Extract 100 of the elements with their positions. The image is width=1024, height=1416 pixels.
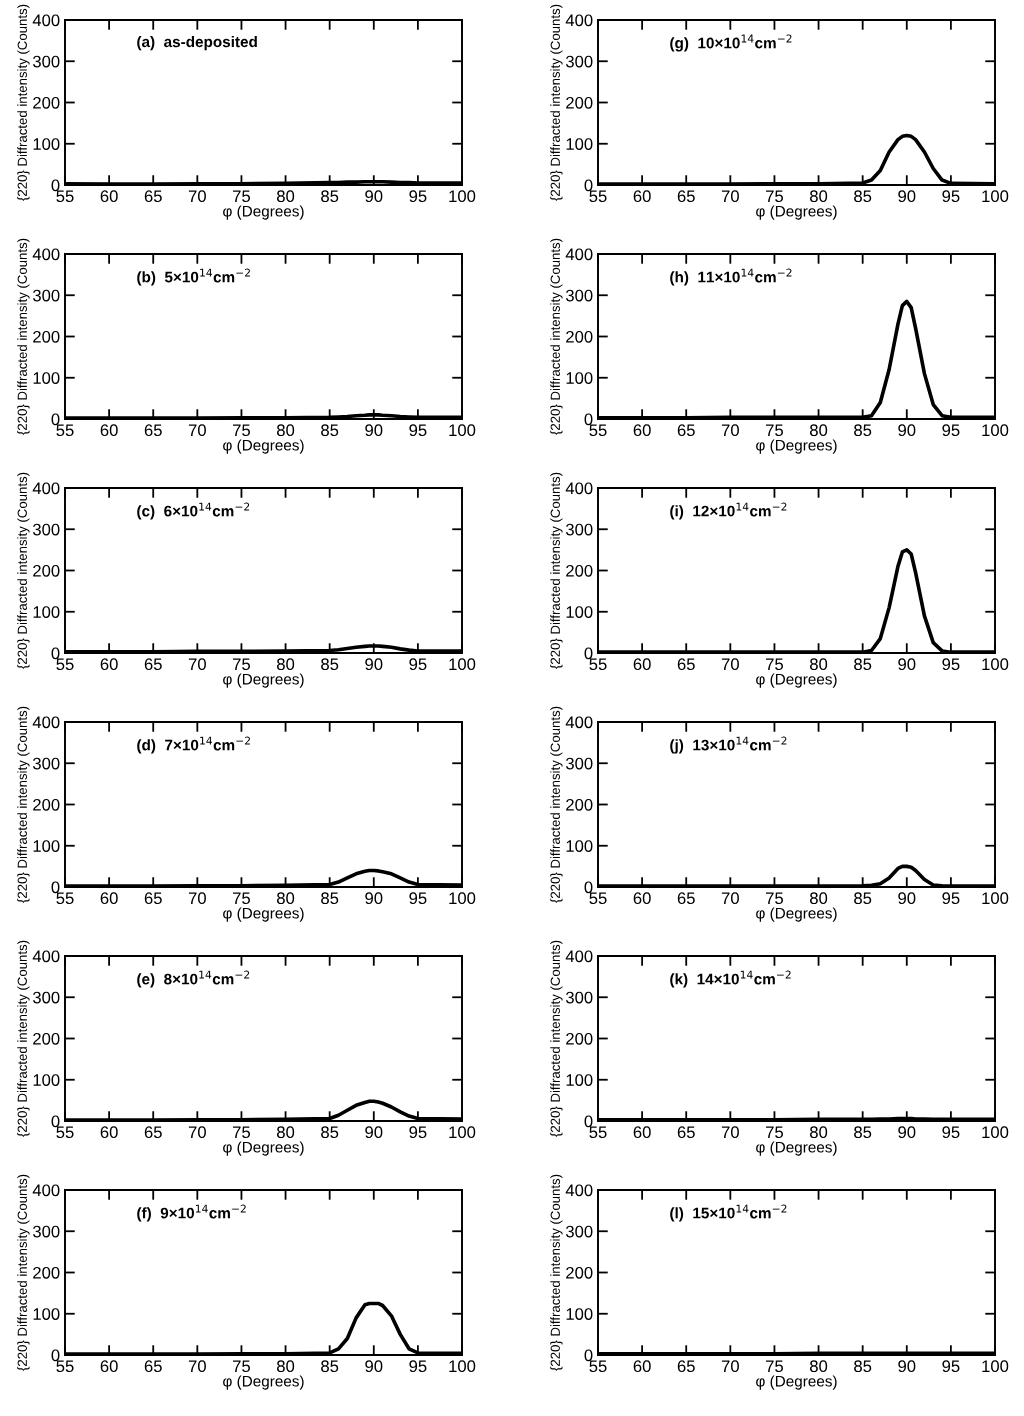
x-tick-label: 75 — [233, 892, 251, 905]
x-tick-label: 95 — [409, 190, 427, 203]
x-tick-label: 65 — [144, 658, 162, 671]
x-tick-label: 80 — [810, 190, 828, 203]
y-tick-label: 0 — [51, 413, 60, 426]
y-axis-title: {220} Diffracted intensity (Counts) — [17, 238, 30, 435]
x-tick-label: 70 — [188, 424, 206, 437]
x-tick-label: 80 — [810, 892, 828, 905]
x-tick-label: 55 — [56, 658, 74, 671]
text: (f) 9×10$^{14}$cm$^{−2}$ — [137, 1204, 246, 1222]
x-tick-label: 100 — [982, 892, 1009, 905]
x-tick-label: 95 — [942, 1126, 960, 1139]
text: (j) 13×10$^{14}$cm$^{−2}$ — [670, 736, 787, 754]
y-tick-label: 200 — [33, 1032, 60, 1045]
x-tick-label: 85 — [854, 190, 872, 203]
y-tick-label: 400 — [32, 1184, 60, 1197]
text: (c) 6×10$^{14}$cm$^{−2}$ — [137, 502, 250, 520]
y-tick-label: 400 — [32, 716, 60, 729]
y-axis-title: {220} Diffracted intensity (Counts) — [17, 706, 30, 903]
x-tick-label: 80 — [810, 658, 828, 671]
x-tick-label: 100 — [449, 658, 476, 671]
x-tick-label: 55 — [589, 658, 607, 671]
y-tick-label: 300 — [565, 289, 593, 302]
x-axis-title: φ (Degrees) — [223, 1375, 304, 1390]
y-tick-label: 200 — [33, 564, 60, 577]
y-tick-label: 300 — [565, 1225, 593, 1238]
x-tick-label: 95 — [409, 1126, 427, 1139]
y-tick-label: 100 — [566, 372, 593, 384]
y-tick-label: 300 — [32, 289, 60, 302]
x-tick-label: 65 — [144, 892, 162, 905]
x-tick-label: 75 — [766, 424, 784, 437]
text: (h) 11×10$^{14}$cm$^{−2}$ — [670, 268, 792, 286]
y-tick-label: 200 — [566, 1032, 593, 1045]
y-tick-label: 200 — [33, 1266, 60, 1279]
y-tick-label: 200 — [566, 96, 593, 109]
x-tick-label: 65 — [144, 1360, 162, 1373]
x-tick-label: 75 — [233, 1360, 251, 1373]
y-tick-label: 0 — [584, 1349, 593, 1362]
x-tick-label: 90 — [898, 658, 916, 671]
y-tick-label: 300 — [32, 55, 60, 68]
text: (l) 15×10$^{14}$cm$^{−2}$ — [670, 1204, 787, 1222]
y-axis-title: {220} Diffracted intensity (Counts) — [550, 940, 563, 1137]
x-tick-label: 65 — [677, 658, 695, 671]
x-tick-label: 100 — [449, 892, 476, 905]
text: (e) 8×10$^{14}$cm$^{−2}$ — [137, 970, 250, 988]
x-tick-label: 70 — [721, 1360, 739, 1373]
x-tick-label: 100 — [982, 1126, 1009, 1139]
y-tick-label: 0 — [51, 179, 60, 192]
x-tick-label: 60 — [100, 1360, 118, 1373]
x-tick-label: 60 — [100, 658, 118, 671]
y-tick-label: 100 — [33, 138, 60, 150]
y-tick-label: 400 — [32, 14, 60, 27]
x-tick-label: 95 — [409, 424, 427, 437]
x-tick-label: 65 — [144, 190, 162, 203]
x-tick-label: 85 — [854, 892, 872, 905]
x-tick-label: 85 — [321, 1126, 339, 1139]
x-tick-label: 55 — [56, 1126, 74, 1139]
y-axis-title: {220} Diffracted intensity (Counts) — [17, 940, 30, 1137]
x-tick-label: 70 — [721, 658, 739, 671]
y-tick-label: 300 — [565, 55, 593, 68]
y-tick-label: 400 — [32, 248, 60, 261]
x-tick-label: 90 — [365, 892, 383, 905]
x-tick-label: 55 — [56, 190, 74, 203]
x-tick-label: 55 — [56, 1360, 74, 1373]
y-tick-label: 200 — [566, 1266, 593, 1279]
x-tick-label: 65 — [144, 1126, 162, 1139]
x-tick-label: 65 — [677, 1126, 695, 1139]
y-tick-label: 400 — [32, 482, 60, 495]
x-tick-label: 80 — [277, 892, 295, 905]
text: (k) 14×10$^{14}$cm$^{−2}$ — [670, 970, 791, 988]
x-tick-label: 60 — [633, 1360, 651, 1373]
y-tick-label: 400 — [565, 950, 593, 963]
y-tick-label: 300 — [32, 757, 60, 770]
x-tick-label: 100 — [449, 190, 476, 203]
x-tick-label: 90 — [365, 190, 383, 203]
x-tick-label: 55 — [589, 892, 607, 905]
text: (b) 5×10$^{14}$cm$^{−2}$ — [137, 268, 250, 286]
x-tick-label: 55 — [589, 1360, 607, 1373]
x-tick-label: 85 — [321, 190, 339, 203]
y-tick-label: 0 — [584, 413, 593, 426]
y-tick-label: 200 — [566, 330, 593, 343]
y-tick-label: 300 — [565, 991, 593, 1004]
x-tick-label: 100 — [982, 424, 1009, 437]
x-axis-title: φ (Degrees) — [223, 673, 304, 688]
y-tick-label: 0 — [584, 647, 593, 660]
x-tick-label: 90 — [898, 892, 916, 905]
y-axis-title: {220} Diffracted intensity (Counts) — [550, 4, 563, 201]
text: (g) 10×10$^{14}$cm$^{−2}$ — [670, 34, 792, 52]
y-tick-label: 200 — [566, 798, 593, 811]
x-tick-label: 85 — [321, 1360, 339, 1373]
x-tick-label: 75 — [766, 190, 784, 203]
x-tick-label: 60 — [100, 190, 118, 203]
x-tick-label: 90 — [898, 1360, 916, 1373]
x-tick-label: 75 — [233, 1126, 251, 1139]
y-tick-label: 100 — [566, 138, 593, 150]
x-tick-label: 90 — [898, 190, 916, 203]
x-tick-label: 55 — [56, 424, 74, 437]
y-tick-label: 300 — [565, 523, 593, 536]
y-tick-label: 100 — [566, 840, 593, 852]
x-tick-label: 70 — [188, 1360, 206, 1373]
